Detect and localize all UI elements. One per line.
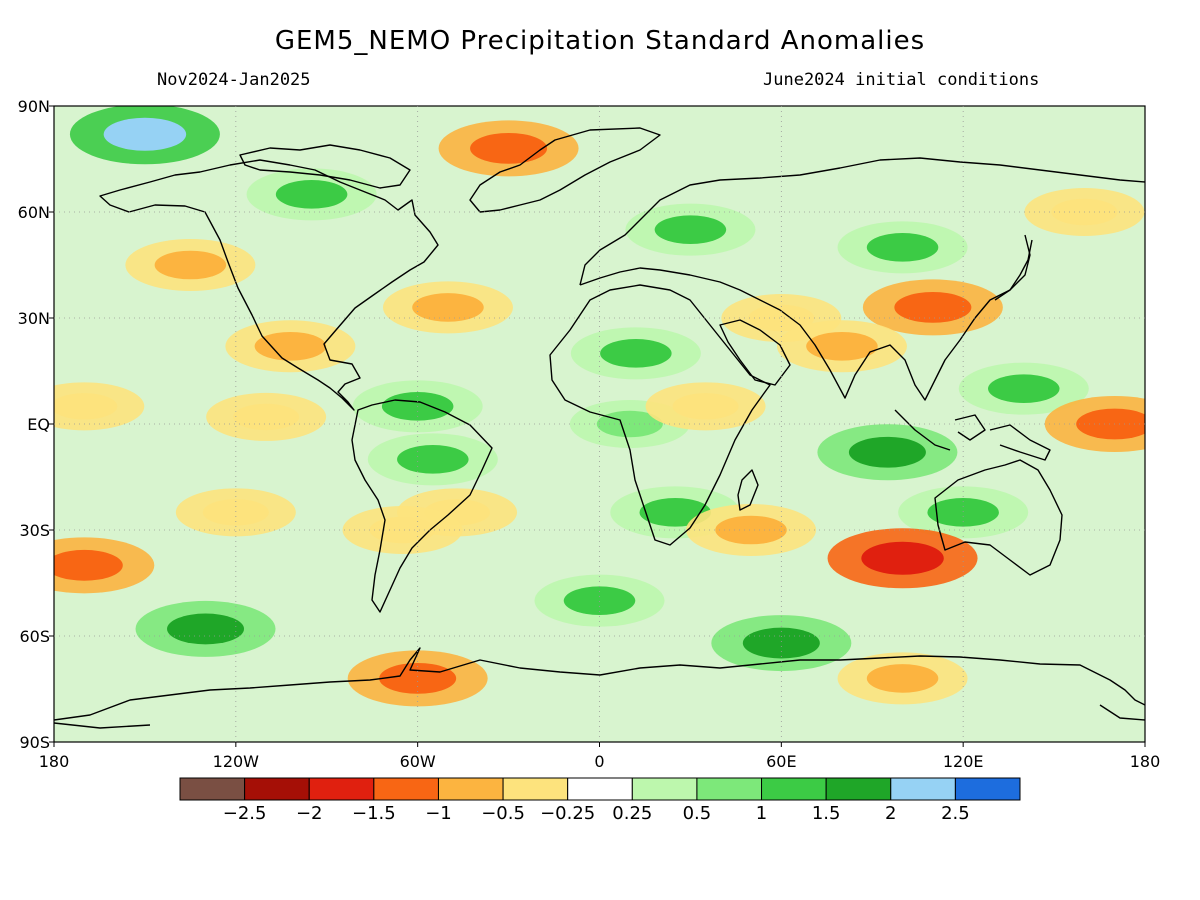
- lon-tick-label: 120E: [943, 752, 984, 771]
- colorbar-swatch: [567, 777, 633, 801]
- anomaly-core: [600, 339, 672, 368]
- anomaly-core: [167, 613, 245, 645]
- anomaly-core: [742, 627, 820, 659]
- lat-tick-label: 30N: [18, 309, 50, 328]
- colorbar-label: −1.5: [352, 803, 396, 824]
- colorbar-label: 2.5: [941, 803, 970, 824]
- anomaly-core: [254, 331, 327, 361]
- colorbar-label: 1.5: [812, 803, 841, 824]
- anomaly-core: [654, 215, 727, 244]
- lon-tick-label: 60E: [766, 752, 796, 771]
- anomaly-core: [54, 393, 118, 420]
- coastline-antarctica-south: [54, 704, 1145, 729]
- colorbar-swatch: [502, 777, 569, 801]
- anomaly-core: [397, 445, 469, 474]
- colorbar-swatch: [179, 777, 246, 801]
- lat-tick-label: EQ: [27, 415, 50, 434]
- colorbar-swatch: [308, 777, 375, 801]
- lat-tick-label: 30S: [19, 521, 50, 540]
- colorbar-swatch: [890, 777, 956, 801]
- anomaly-core: [861, 541, 944, 575]
- anomaly-core: [202, 499, 269, 526]
- colorbar-swatch: [954, 777, 1021, 801]
- coastline-north-america: [99, 159, 439, 411]
- colorbar-swatch: [696, 777, 763, 801]
- colorbar-swatch: [761, 777, 827, 801]
- forecast-period: Nov2024-Jan2025: [157, 70, 311, 90]
- lat-tick-label: 90S: [19, 733, 50, 752]
- anomaly-core: [103, 117, 187, 151]
- coastline-maritime-continent: [894, 409, 1051, 461]
- anomaly-core: [412, 293, 484, 322]
- lat-tick-label: 60S: [19, 627, 50, 646]
- colorbar: −2.5 −2 −1.5 −1 −0.5 −0.25 0.25 0.5 1 1.5 2 2.5: [179, 777, 1021, 824]
- anomaly-core: [154, 250, 227, 280]
- anomaly-core: [748, 304, 815, 332]
- colorbar-label: 2: [885, 803, 896, 824]
- coastline-europe: [579, 157, 1145, 401]
- anomaly-core: [806, 331, 878, 361]
- anomaly-core: [672, 393, 739, 420]
- coastline-australia: [934, 459, 1063, 576]
- colorbar-swatch: [373, 777, 439, 801]
- initial-conditions: June2024 initial conditions: [763, 70, 1040, 90]
- coastlines: [54, 127, 1145, 729]
- coastline-south-america: [351, 399, 493, 613]
- anomaly-core: [894, 292, 972, 323]
- anomaly-core: [715, 515, 787, 545]
- coastline-madagascar: [737, 469, 759, 511]
- lon-tick-label: 180: [1130, 752, 1161, 771]
- graticule: [54, 106, 1145, 742]
- coastline-africa-eurasia: [549, 284, 771, 546]
- colorbar-swatch: [244, 777, 310, 801]
- colorbar-label: −2: [296, 803, 323, 824]
- anomaly-core: [927, 498, 999, 527]
- anomaly-core: [54, 549, 123, 581]
- lat-tick-label: 60N: [18, 203, 50, 222]
- lon-tick-label: 0: [594, 752, 604, 771]
- colorbar-label: −2.5: [223, 803, 267, 824]
- anomaly-core: [275, 180, 348, 209]
- anomaly-core: [233, 403, 300, 431]
- anomaly-core: [470, 133, 548, 164]
- anomaly-core: [379, 663, 457, 694]
- lon-tick-label: 60W: [400, 752, 436, 771]
- anomaly-core: [369, 516, 436, 544]
- colorbar-label: 1: [756, 803, 767, 824]
- colorbar-label: −0.25: [540, 803, 595, 824]
- coastline-greenland: [469, 127, 661, 213]
- colorbar-label: 0.25: [612, 803, 652, 824]
- anomaly-core: [1076, 408, 1145, 440]
- anomaly-core: [866, 664, 939, 693]
- coastline-arctic-islands: [239, 144, 411, 189]
- anomaly-core: [988, 374, 1060, 403]
- lon-tick-label: 120W: [213, 752, 260, 771]
- coastline-antarctica: [54, 647, 1145, 721]
- coastline-japan: [994, 239, 1033, 301]
- chart-title: GEM5_NEMO Precipitation Standard Anomali…: [274, 26, 926, 56]
- lat-tick-label: 90N: [18, 97, 50, 116]
- anomaly-core: [866, 233, 939, 262]
- coastline-arabia: [719, 319, 791, 386]
- colorbar-swatch: [631, 777, 698, 801]
- colorbar-label: −0.5: [481, 803, 525, 824]
- anomaly-core: [563, 586, 636, 615]
- colorbar-swatch: [825, 777, 892, 801]
- anomaly-core: [848, 436, 926, 468]
- lon-tick-label: 180: [39, 752, 70, 771]
- colorbar-label: −1: [425, 803, 452, 824]
- colorbar-label: 0.5: [683, 803, 712, 824]
- colorbar-swatch: [437, 777, 504, 801]
